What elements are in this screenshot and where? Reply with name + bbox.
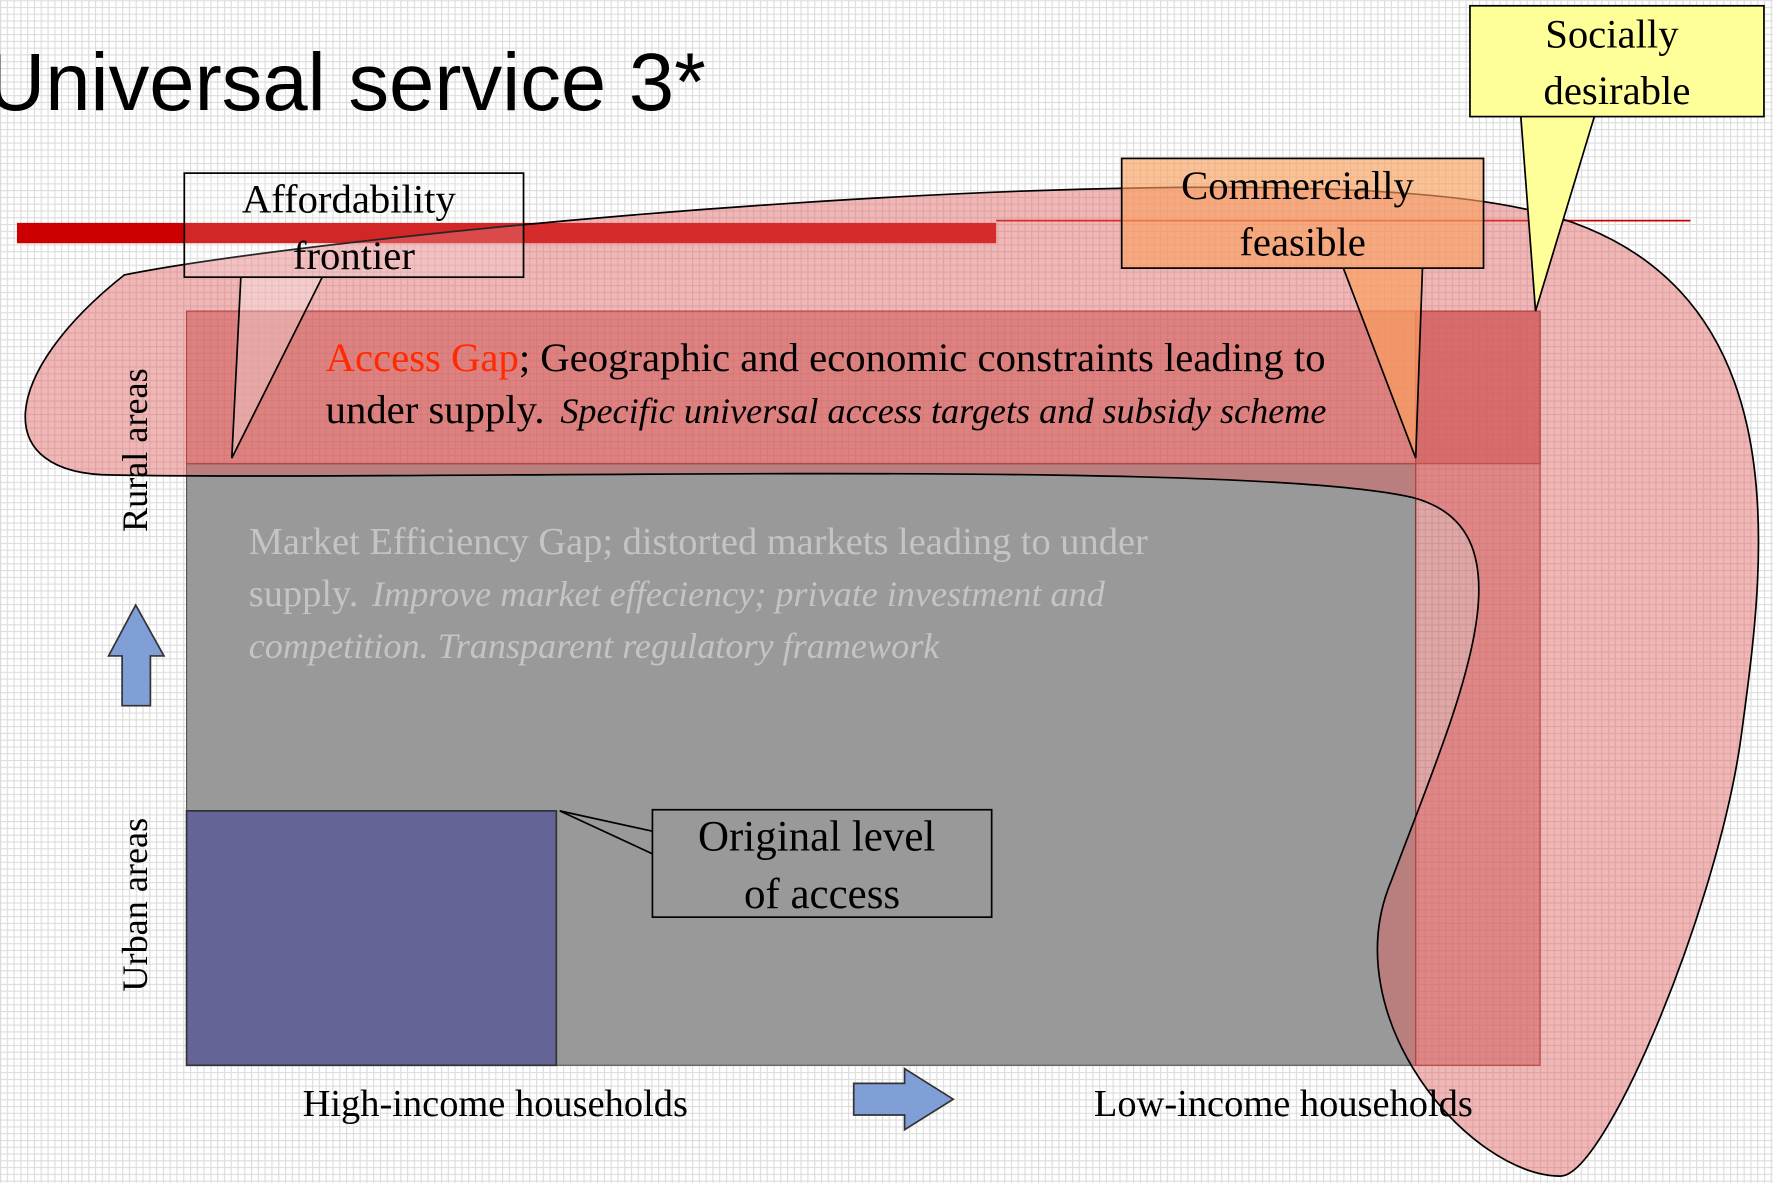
high-income-label: High-income households: [303, 1083, 688, 1125]
original-pointer: [559, 810, 653, 855]
social-box: [1469, 4, 1765, 118]
title-underline: [16, 222, 997, 244]
commercial-label: Commercially feasible: [1181, 163, 1424, 265]
up-arrow: [107, 603, 166, 707]
urban-label: Urban areas: [115, 818, 155, 992]
affordability-label: Affordability frontier: [242, 177, 466, 279]
original-access-area: [185, 810, 558, 1067]
original-box: [651, 808, 993, 919]
access-gap-text: Access Gap; Geographic and economic cons…: [326, 335, 1336, 432]
low-income-label: Low-income households: [1094, 1083, 1473, 1125]
commercial-pointer: [1342, 267, 1424, 459]
original-label: Original level of access: [698, 813, 946, 918]
access-gap-area: [186, 310, 1541, 465]
affordability-box: [183, 172, 525, 279]
right-arrow: [852, 1067, 955, 1132]
social-pointer: [1519, 116, 1596, 312]
right-strip: [1415, 310, 1541, 1066]
slide-title: Universal service 3*: [0, 37, 706, 128]
commercial-box: [1120, 157, 1485, 269]
market-gap-text: Market Efficiency Gap; distorted markets…: [249, 521, 1158, 666]
social-label: Socially desirable: [1544, 12, 1691, 114]
affordability-pointer: [230, 276, 324, 459]
rural-label: Rural areas: [115, 368, 155, 532]
